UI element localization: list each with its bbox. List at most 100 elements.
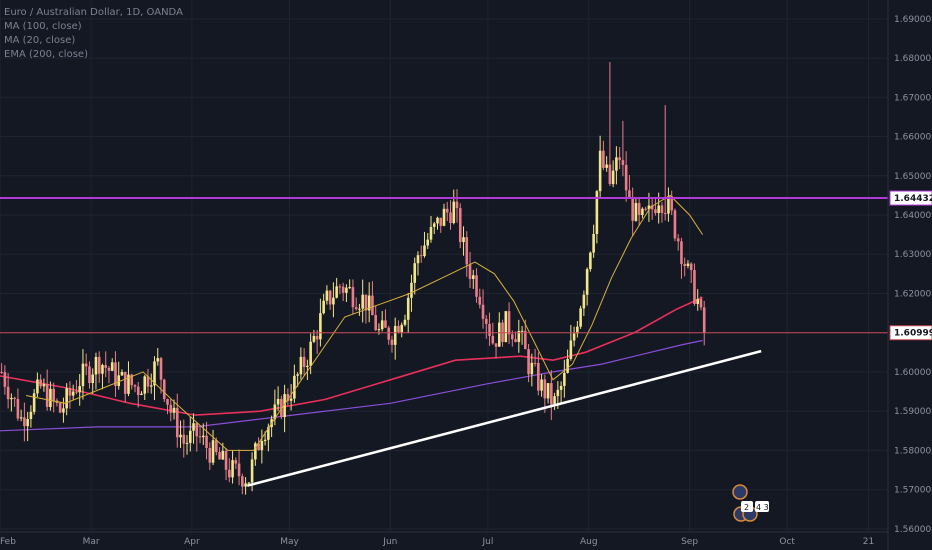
candle-down [511,334,514,340]
candle-up [120,372,124,376]
candle-down [680,241,683,264]
candle-down [39,379,42,387]
candle-down [439,217,443,226]
candle-down [84,363,88,367]
candle-down [351,287,355,308]
candle-up [94,356,98,375]
candle-up [221,450,225,460]
candle-down [419,255,423,257]
candle-down [374,315,377,331]
candle-down [631,197,634,221]
candle-up [595,191,599,234]
candle-up [29,411,33,419]
candle-down [107,367,111,371]
grid [0,0,888,532]
badge-count: 4 3 [756,503,769,512]
badge-box [741,501,753,512]
candle-down [683,263,687,267]
candle-up [143,376,147,394]
ma-20-path [25,194,704,451]
x-tick-label: Jun [382,537,397,547]
candle-down [543,379,547,399]
candle-up [306,365,309,368]
badge-count: 2 [744,503,749,512]
indicator-ma20[interactable]: MA (20, close) [4,35,76,46]
symbol-title[interactable]: Euro / Australian Dollar, 1D, OANDA [4,7,183,18]
candle-down [58,403,62,413]
candle-up [101,365,104,374]
y-tick-label: 1.57000 [894,486,931,496]
candle-up [667,196,670,214]
candle-down [663,212,667,214]
candle-down [371,295,374,316]
candle-down [175,407,179,438]
candle-down [550,383,553,405]
candle-down [338,286,342,288]
candle-up [358,308,361,310]
candle-down [130,374,134,386]
candle-down [660,205,664,213]
candle-up [293,375,296,399]
candle-up [250,459,254,483]
candle-down [123,372,127,394]
candle-down [397,325,400,333]
candle-up [289,398,293,401]
candle-up [540,379,543,391]
resistance-price-label: 1.64432 [894,194,932,204]
badge-box [755,501,769,512]
candle-down [228,469,231,478]
candle-up [179,434,182,438]
candle-up [263,439,267,442]
indicator-ma100[interactable]: MA (100, close) [4,21,82,32]
resistance-price-tag [889,190,932,206]
candle-up [367,295,371,311]
candle-up [615,157,618,171]
y-tick-label: 1.58000 [894,446,931,456]
x-tick-label: Jul [481,537,493,547]
candle-down [241,476,244,487]
candle-up [546,383,550,399]
candle-up [325,290,329,301]
candle-down [166,399,169,405]
candle-down [524,330,527,350]
candle-up [426,239,430,246]
candle-down [475,275,478,297]
candle-down [328,290,332,305]
candle-down [488,323,491,336]
y-tick-label: 1.67000 [894,93,931,103]
indicator-ema200[interactable]: EMA (200, close) [4,49,88,60]
candle-down [481,304,485,319]
candle-up [348,287,351,289]
candle-up [647,205,651,210]
candle-down [45,384,49,408]
candle-down [215,440,218,453]
candle-up [406,297,410,320]
candle-up [185,442,189,444]
candle-down [458,208,462,243]
candle-up [634,203,638,221]
candle-down [455,201,459,209]
x-tick-label: Oct [779,537,795,547]
candle-down [537,362,540,391]
candle-up [504,311,508,343]
candle-down [384,320,387,328]
y-tick-label: 1.65000 [894,172,931,182]
candle-up [576,326,579,334]
candle-down [702,307,706,333]
candle-up [19,417,23,419]
candle-down [195,423,199,437]
candle-down [478,296,482,305]
y-tick-label: 1.69000 [894,15,931,25]
candle-down [676,238,680,242]
candle-down [465,237,469,265]
candle-up [140,393,143,396]
candle-up [471,275,475,279]
candle-up [81,363,85,387]
candle-up [572,333,576,341]
candle-down [315,335,319,340]
candle-down [624,164,628,191]
candle-up [452,201,456,224]
candle-down [650,205,654,210]
